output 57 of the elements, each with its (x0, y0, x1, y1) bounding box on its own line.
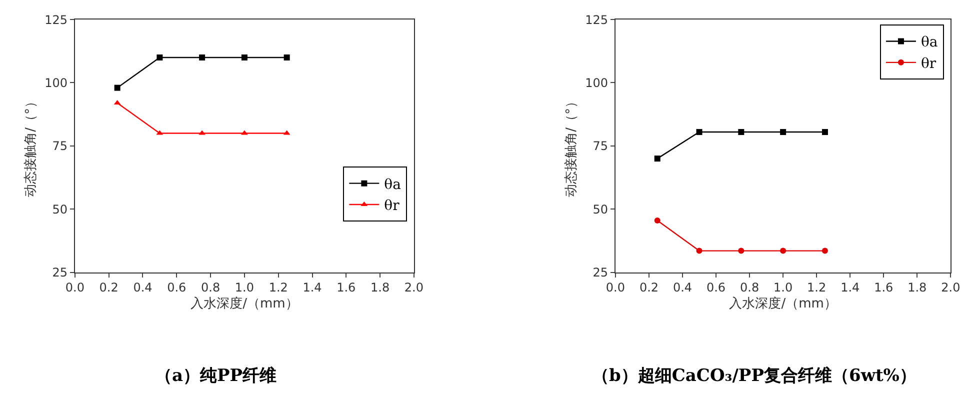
x-tick-label: 1.0 (774, 280, 793, 295)
y-tick-label: 50 (52, 202, 68, 216)
x-tick-label: 1.0 (234, 280, 254, 295)
y-tick-label: 75 (52, 139, 68, 154)
x-tick-label: 1.2 (268, 280, 288, 295)
x-tick-label: 0.6 (167, 280, 186, 295)
legend-label: θa (920, 34, 938, 51)
x-tick-label: 1.6 (336, 280, 356, 295)
y-tick-label: 125 (44, 12, 68, 27)
x-tick-label: 0.6 (706, 280, 726, 295)
y-tick-label: 25 (52, 265, 68, 280)
text: （b）超细CaCO₃/PP复合纤维（6wt%） (592, 366, 916, 386)
y-tick-label: 25 (592, 265, 608, 280)
x-tick-label: 0.8 (201, 280, 220, 295)
x-tick-label: 0.0 (606, 280, 626, 295)
y-tick-label: 125 (585, 12, 608, 27)
x-tick-label: 0.4 (672, 280, 692, 295)
y-tick-label: 100 (44, 76, 68, 90)
legend-label: θr (920, 56, 936, 72)
y-tick-label: 75 (592, 139, 608, 154)
x-axis-title: 入水深度/（mm） (729, 295, 837, 312)
x-axis-title: 入水深度/（mm） (190, 295, 298, 312)
point (780, 248, 786, 254)
point (780, 129, 786, 136)
legend-label: θr (384, 198, 400, 214)
point (822, 129, 828, 136)
x-tick-label: 2.0 (404, 280, 424, 295)
y-tick-label: 100 (585, 76, 608, 90)
point (654, 156, 660, 162)
x-tick-label: 0.2 (99, 280, 118, 295)
point (284, 54, 290, 60)
point (696, 248, 702, 254)
point (822, 248, 828, 254)
x-tick-label: 1.8 (908, 280, 927, 295)
x-tick-label: 1.8 (370, 280, 390, 295)
x-tick-label: 1.6 (874, 280, 894, 295)
point (241, 54, 248, 60)
legend-label: θa (384, 176, 401, 193)
x-tick-label: 2.0 (941, 280, 960, 295)
x-tick-label: 1.4 (302, 280, 322, 295)
x-tick-label: 0.0 (65, 280, 84, 295)
point (738, 129, 744, 136)
x-tick-label: 1.2 (807, 280, 826, 295)
text: （a）纯PP纤维 (155, 366, 277, 386)
point (738, 248, 744, 254)
y-axis-title: 动态接触角/（°） (564, 94, 580, 197)
y-axis-title: 动态接触角/（°） (24, 94, 39, 197)
x-tick-label: 1.4 (840, 280, 860, 295)
point (654, 217, 660, 224)
point (696, 129, 702, 136)
y-tick-label: 50 (592, 202, 608, 216)
point (114, 84, 120, 91)
point (156, 54, 163, 60)
x-tick-label: 0.2 (639, 280, 659, 295)
x-tick-label: 0.8 (740, 280, 760, 295)
point (199, 54, 206, 60)
x-tick-label: 0.4 (133, 280, 152, 295)
